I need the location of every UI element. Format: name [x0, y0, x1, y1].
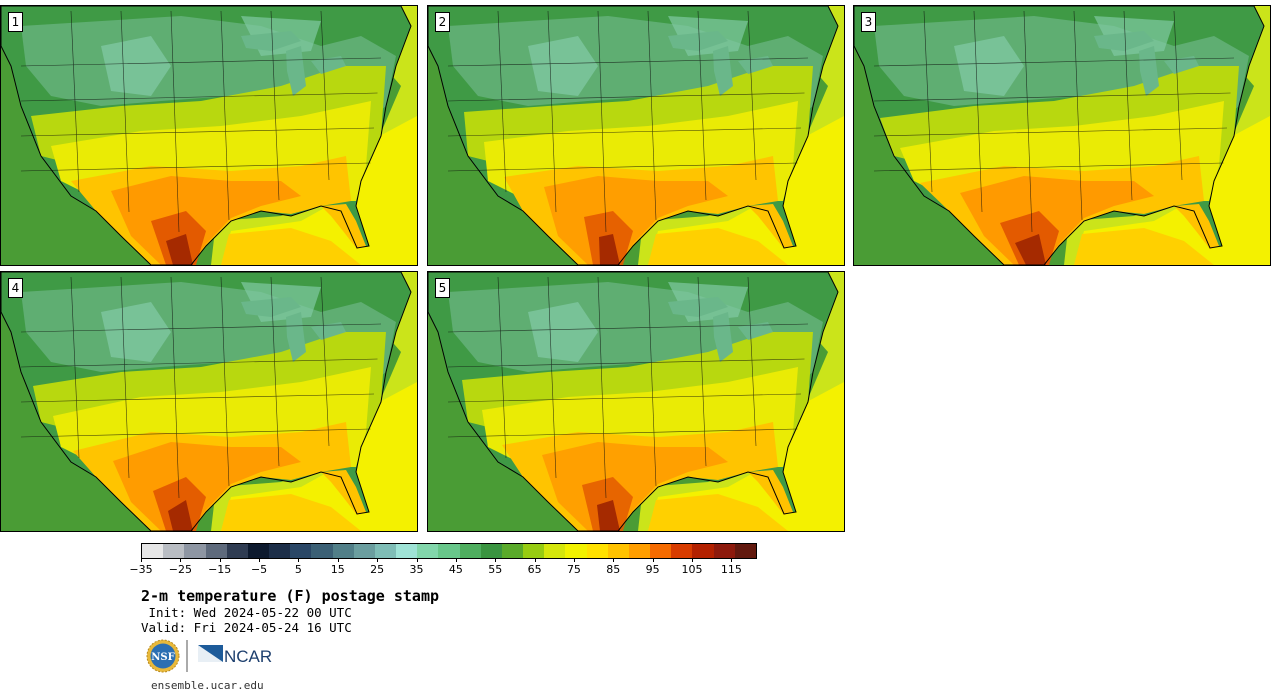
temperature-colorbar	[141, 543, 757, 559]
colorbar-tick	[141, 558, 142, 562]
colorbar-tick	[219, 558, 221, 562]
forecast-map-panel-5: 5	[427, 271, 845, 532]
colorbar-swatch	[565, 544, 587, 558]
colorbar-swatch	[205, 544, 227, 558]
panel-number: 5	[435, 278, 450, 298]
colorbar-tick	[455, 558, 457, 562]
colorbar-tick	[377, 558, 379, 562]
temperature-map	[428, 272, 844, 531]
colorbar-swatch	[163, 544, 185, 558]
colorbar-swatch	[734, 544, 756, 558]
colorbar-tick-label: 95	[645, 563, 660, 576]
site-url: ensemble.ucar.edu	[151, 679, 264, 692]
forecast-map-panel-3: 3	[853, 5, 1271, 266]
temperature-map	[1, 272, 417, 531]
colorbar-tick	[495, 558, 497, 562]
colorbar-swatch	[247, 544, 270, 558]
colorbar-tick-label: 25	[370, 563, 385, 576]
colorbar-swatch	[290, 544, 312, 558]
colorbar-tick-label: 35	[409, 563, 424, 576]
colorbar-swatch	[374, 544, 397, 558]
colorbar-swatch	[586, 544, 608, 558]
colorbar-swatch	[480, 544, 502, 558]
colorbar-swatch	[713, 544, 735, 558]
colorbar-swatch	[692, 544, 714, 558]
colorbar-tick-label: 55	[488, 563, 503, 576]
colorbar-swatch	[544, 544, 566, 558]
colorbar-swatch	[142, 544, 164, 558]
panel-number: 4	[8, 278, 23, 298]
panel-number: 3	[861, 12, 876, 32]
colorbar-swatch	[607, 544, 629, 558]
colorbar-tick-label: 15	[330, 563, 345, 576]
ncar-logo: NCAR	[198, 645, 272, 666]
colorbar-tick-label: 115	[720, 563, 742, 576]
colorbar-tick-label: −35	[129, 563, 153, 576]
colorbar-tick-label: 5	[294, 563, 302, 576]
valid-time: Valid: Fri 2024-05-24 16 UTC	[141, 620, 352, 635]
colorbar-tick	[534, 558, 536, 562]
temperature-map	[854, 6, 1270, 265]
colorbar-swatch	[501, 544, 524, 558]
svg-text:NCAR: NCAR	[224, 647, 272, 666]
colorbar-swatch	[671, 544, 693, 558]
colorbar-tick	[573, 558, 575, 562]
colorbar-tick-label: −25	[168, 563, 192, 576]
colorbar-swatch	[459, 544, 481, 558]
forecast-map-panel-4: 4	[0, 271, 418, 532]
colorbar-swatch	[226, 544, 248, 558]
colorbar-swatch	[396, 544, 418, 558]
colorbar-swatch	[628, 544, 651, 558]
colorbar-tick	[652, 558, 654, 562]
colorbar-tick	[298, 558, 300, 562]
colorbar-tick-label: 85	[606, 563, 621, 576]
colorbar-swatch	[417, 544, 439, 558]
colorbar-swatch	[523, 544, 545, 558]
forecast-map-panel-1: 1	[0, 5, 418, 266]
logos: NSF NCAR	[145, 638, 275, 676]
colorbar-tick	[259, 558, 261, 562]
colorbar-swatch	[269, 544, 291, 558]
colorbar-tick-label: −5	[250, 563, 268, 576]
colorbar-tick	[180, 558, 182, 562]
colorbar-tick	[731, 558, 733, 562]
colorbar-tick	[337, 558, 339, 562]
temperature-map	[1, 6, 417, 265]
temperature-map	[428, 6, 844, 265]
nsf-logo: NSF	[146, 639, 180, 673]
colorbar-swatch	[650, 544, 672, 558]
colorbar-swatch	[311, 544, 333, 558]
init-time: Init: Wed 2024-05-22 00 UTC	[141, 605, 352, 620]
colorbar-ticks: −35 −25 −15 −5 5 15 25 35 45 55 65 75 85 95 105 115	[129, 558, 757, 578]
figure-title: 2-m temperature (F) postage stamp	[141, 587, 440, 605]
panel-number: 2	[435, 12, 450, 32]
colorbar-tick	[692, 558, 694, 562]
colorbar-swatch	[332, 544, 354, 558]
svg-text:NSF: NSF	[151, 652, 174, 663]
colorbar-tick-label: −15	[208, 563, 232, 576]
colorbar-tick-label: 105	[681, 563, 703, 576]
colorbar-tick-label: 65	[527, 563, 542, 576]
colorbar-tick-label: 45	[448, 563, 463, 576]
colorbar-swatch	[184, 544, 206, 558]
panel-number: 1	[8, 12, 23, 32]
colorbar-tick	[613, 558, 615, 562]
colorbar-swatch	[353, 544, 375, 558]
colorbar-tick-label: 75	[566, 563, 581, 576]
colorbar-swatch	[438, 544, 460, 558]
forecast-map-panel-2: 2	[427, 5, 845, 266]
colorbar-tick	[416, 558, 418, 562]
